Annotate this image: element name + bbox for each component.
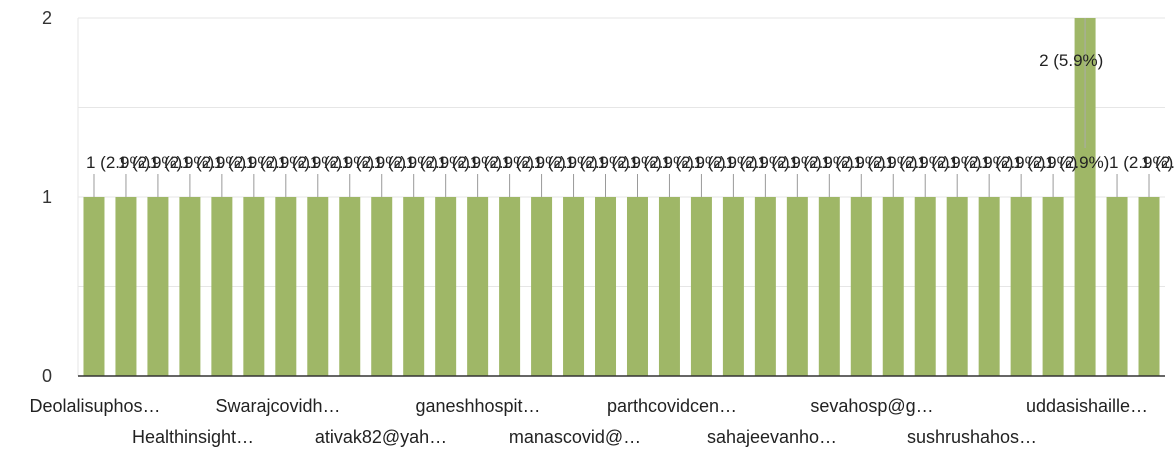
data-label: 1 (2.9%) xyxy=(1109,153,1173,172)
category-label: Deolalisuphos… xyxy=(29,396,160,416)
data-label: 1 (2.9%) xyxy=(310,153,374,172)
data-label: 2 (5.9%) xyxy=(1039,51,1103,70)
bar xyxy=(147,197,169,376)
bar xyxy=(1106,197,1128,376)
bar xyxy=(339,197,361,376)
data-label: 1 (2.9%) xyxy=(374,153,438,172)
bar xyxy=(1074,18,1096,376)
bar xyxy=(243,197,265,376)
bar xyxy=(307,197,329,376)
data-label: 1 (2.9%) xyxy=(661,153,725,172)
data-label: 1 (2.9%) xyxy=(246,153,310,172)
bar xyxy=(978,197,1000,376)
category-label: ganeshhospit… xyxy=(415,396,540,416)
y-axis-ticks: 0 1 2 xyxy=(42,8,52,386)
bar xyxy=(115,197,137,376)
bar xyxy=(467,197,489,376)
data-label: 1 (2.9%) xyxy=(757,153,821,172)
bar xyxy=(1042,197,1064,376)
y-tick-label: 0 xyxy=(42,366,52,386)
bar xyxy=(818,197,840,376)
data-label: 1 (2.9%) xyxy=(1045,153,1109,172)
data-label: 1 (2.9%) xyxy=(598,153,662,172)
bar xyxy=(275,197,297,376)
bar xyxy=(850,197,872,376)
bar xyxy=(1138,197,1160,376)
category-label: Healthinsight… xyxy=(132,427,254,447)
data-label: 1 (2.9%) xyxy=(629,153,693,172)
bars xyxy=(83,18,1160,376)
bar xyxy=(754,197,776,376)
bar xyxy=(179,197,201,376)
data-label: 1 (2.9%) xyxy=(214,153,278,172)
category-label: uddasishaille… xyxy=(1026,396,1148,416)
data-label: 1 (2.9%) xyxy=(470,153,534,172)
bar xyxy=(722,197,744,376)
data-label: 1 (2.9%) xyxy=(438,153,502,172)
data-label: 1 (2.9%) xyxy=(406,153,470,172)
data-label: 1 (2.9%) xyxy=(981,153,1045,172)
data-label: 1 (2.9%) xyxy=(566,153,630,172)
data-label: 1 (2.9%) xyxy=(502,153,566,172)
bar xyxy=(690,197,712,376)
data-labels: 1 (2.9%)1 (2.9%)1 (2.9%)1 (2.9%)1 (2.9%)… xyxy=(86,18,1175,197)
bar xyxy=(914,197,936,376)
bar xyxy=(499,197,521,376)
gridlines xyxy=(77,17,1165,376)
data-label: 1 (2.9%) xyxy=(821,153,885,172)
bar xyxy=(626,197,648,376)
data-label: 1 (2.9%) xyxy=(1141,153,1175,172)
bar xyxy=(595,197,617,376)
data-label: 1 (2.9%) xyxy=(118,153,182,172)
category-label: parthcovidcen… xyxy=(607,396,737,416)
category-label: ativak82@yah… xyxy=(315,427,447,447)
bar xyxy=(786,197,808,376)
data-label: 1 (2.9%) xyxy=(917,153,981,172)
bar xyxy=(1010,197,1032,376)
category-labels: Deolalisuphos… Swarajcovidh… ganeshhospit…… xyxy=(29,396,1148,447)
data-label: 1 (2.9%) xyxy=(150,153,214,172)
data-label: 1 (2.9%) xyxy=(853,153,917,172)
data-label: 1 (2.9%) xyxy=(182,153,246,172)
bar xyxy=(83,197,105,376)
category-label: sevahosp@g… xyxy=(810,396,933,416)
data-label: 1 (2.9%) xyxy=(725,153,789,172)
category-label: sushrushahos… xyxy=(907,427,1037,447)
data-label: 1 (2.9%) xyxy=(789,153,853,172)
data-label: 1 (2.9%) xyxy=(693,153,757,172)
data-label: 1 (2.9%) xyxy=(949,153,1013,172)
data-label: 1 (2.9%) xyxy=(86,153,150,172)
bar xyxy=(658,197,680,376)
data-label: 1 (2.9%) xyxy=(278,153,342,172)
bar xyxy=(211,197,233,376)
y-tick-label: 2 xyxy=(42,8,52,28)
bar xyxy=(563,197,585,376)
bar xyxy=(435,197,457,376)
data-label: 1 (2.9%) xyxy=(1013,153,1077,172)
bar xyxy=(946,197,968,376)
category-label: sahajeevanho… xyxy=(707,427,837,447)
data-label: 1 (2.9%) xyxy=(534,153,598,172)
bar xyxy=(531,197,553,376)
bar xyxy=(403,197,425,376)
data-label: 1 (2.9%) xyxy=(342,153,406,172)
category-label: manascovid@… xyxy=(509,427,641,447)
y-tick-label: 1 xyxy=(42,187,52,207)
bar xyxy=(371,197,393,376)
data-label: 1 (2.9%) xyxy=(885,153,949,172)
bar xyxy=(882,197,904,376)
category-label: Swarajcovidh… xyxy=(215,396,340,416)
